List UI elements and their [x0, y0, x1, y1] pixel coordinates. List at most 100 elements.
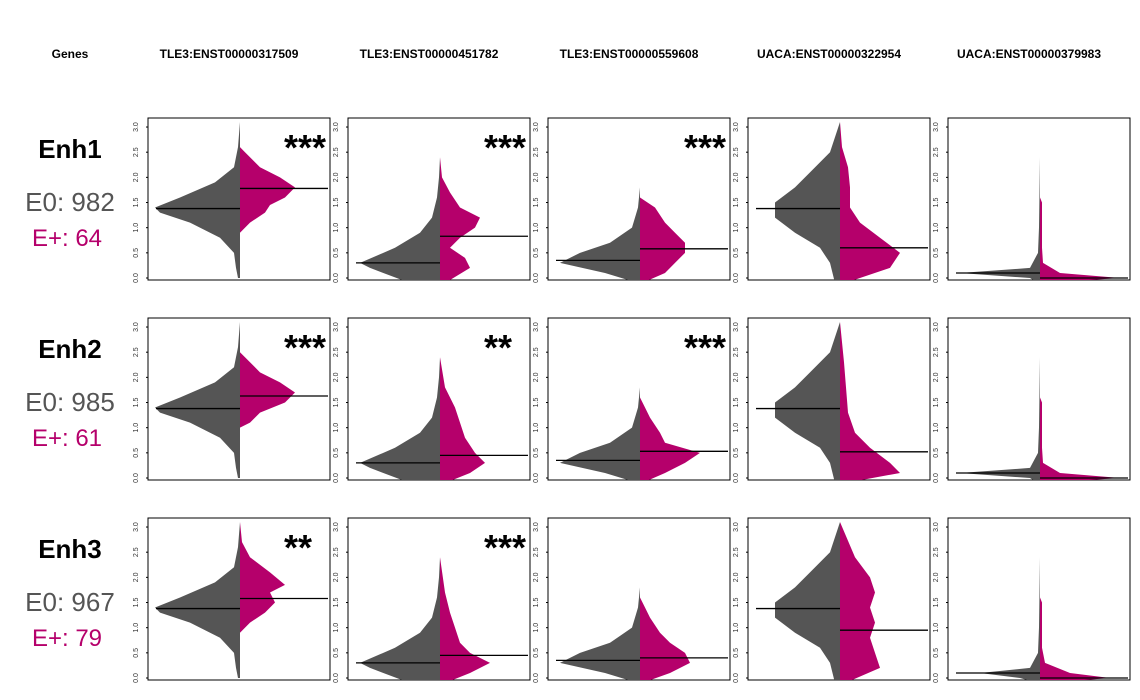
y-tick-label: 1.0: [733, 423, 740, 433]
y-tick-label: 1.0: [733, 623, 740, 633]
e0-violin-half: [775, 322, 840, 480]
y-tick-label: 1.5: [333, 598, 340, 608]
violin-panel: 0.0 0.5 1.0 1.5 2.0 2.5 3.0: [933, 517, 1131, 683]
y-tick-label: 1.5: [533, 398, 540, 408]
y-tick-label: 1.0: [933, 223, 940, 233]
e0-violin-half: [360, 157, 440, 280]
column-header: TLE3:ENST00000317509: [160, 47, 299, 61]
y-tick-label: 2.0: [133, 572, 140, 582]
y-tick-label: 2.0: [333, 172, 340, 182]
y-tick-label: 1.0: [533, 423, 540, 433]
eplus-violin-half: [240, 522, 285, 633]
eplus-violin-half: [440, 357, 485, 480]
y-tick-label: 0.5: [133, 648, 140, 658]
y-tick-label: 1.5: [333, 198, 340, 208]
y-tick-label: 2.0: [933, 572, 940, 582]
y-tick-label: 0.0: [733, 273, 740, 283]
violin-panel: 0.0 0.5 1.0 1.5 2.0 2.5 3.0 **: [333, 317, 531, 483]
row-name: Enh3: [38, 534, 102, 564]
y-tick-label: 2.0: [333, 572, 340, 582]
y-tick-label: 2.0: [733, 372, 740, 382]
e0-violin-half: [560, 387, 640, 480]
y-tick-label: 1.0: [133, 423, 140, 433]
y-tick-label: 0.5: [933, 248, 940, 258]
row-name: Enh2: [38, 334, 102, 364]
violin-panel: 0.0 0.5 1.0 1.5 2.0 2.5 3.0 ***: [333, 517, 531, 683]
y-tick-label: 2.5: [533, 547, 540, 557]
panel-frame: [147, 317, 331, 481]
y-tick-label: 0.0: [333, 473, 340, 483]
y-tick-label: 3.0: [933, 322, 940, 332]
y-tick-label: 1.5: [933, 598, 940, 608]
y-tick-label: 0.0: [333, 273, 340, 283]
e0-violin-half: [980, 557, 1040, 680]
eplus-violin-half: [840, 522, 880, 680]
e0-violin-half: [775, 122, 840, 280]
y-tick-label: 0.0: [333, 673, 340, 683]
y-tick-label: 0.0: [533, 273, 540, 283]
y-tick-label: 2.5: [933, 547, 940, 557]
y-tick-label: 2.5: [133, 547, 140, 557]
y-tick-label: 1.0: [333, 223, 340, 233]
y-tick-label: 0.5: [733, 448, 740, 458]
row-labels: Enh1 E0: 982 E+: 64 Enh2 E0: 985 E+: 61 Enh3 E0…: [25, 134, 115, 652]
panel-frame: [147, 517, 331, 681]
y-tick-label: 0.5: [733, 648, 740, 658]
eplus-violin-half: [640, 597, 690, 680]
y-tick-label: 0.0: [933, 273, 940, 283]
eplus-violin-half: [840, 322, 900, 480]
e0-violin-half: [155, 122, 240, 278]
y-tick-label: 1.0: [133, 223, 140, 233]
y-tick-label: 0.5: [133, 448, 140, 458]
y-tick-label: 1.0: [733, 223, 740, 233]
e0-violin-half: [360, 557, 440, 680]
y-tick-label: 3.0: [733, 122, 740, 132]
y-tick-label: 0.0: [133, 273, 140, 283]
y-tick-label: 2.5: [533, 347, 540, 357]
y-tick-label: 2.5: [133, 347, 140, 357]
significance-stars: ***: [484, 527, 526, 568]
eplus-violin-half: [440, 157, 480, 280]
y-tick-label: 0.5: [333, 448, 340, 458]
y-tick-label: 2.5: [733, 347, 740, 357]
y-tick-label: 1.5: [733, 198, 740, 208]
y-tick-label: 0.5: [533, 448, 540, 458]
eplus-count: E+: 61: [32, 425, 102, 452]
y-tick-label: 2.0: [933, 172, 940, 182]
y-tick-label: 0.0: [133, 673, 140, 683]
y-tick-label: 2.0: [533, 572, 540, 582]
y-tick-label: 1.0: [933, 423, 940, 433]
y-tick-label: 2.0: [933, 372, 940, 382]
y-tick-label: 1.5: [533, 198, 540, 208]
y-tick-label: 3.0: [333, 522, 340, 532]
violin-panel: 0.0 0.5 1.0 1.5 2.0 2.5 3.0 ***: [133, 317, 331, 483]
significance-stars: ***: [684, 327, 726, 368]
y-tick-label: 0.0: [933, 673, 940, 683]
eplus-violin-half: [1040, 197, 1120, 280]
y-tick-label: 2.5: [333, 547, 340, 557]
eplus-violin-half: [640, 197, 685, 280]
column-header: UACA:ENST00000379983: [957, 47, 1101, 61]
e0-violin-half: [560, 587, 640, 680]
violin-panel: 0.0 0.5 1.0 1.5 2.0 2.5 3.0: [933, 117, 1131, 283]
y-tick-label: 2.5: [333, 147, 340, 157]
y-tick-label: 1.5: [733, 398, 740, 408]
y-tick-label: 0.0: [733, 673, 740, 683]
y-tick-label: 0.5: [533, 248, 540, 258]
e0-violin-half: [775, 522, 840, 680]
y-tick-label: 3.0: [333, 122, 340, 132]
eplus-violin-half: [1040, 597, 1110, 680]
eplus-violin-half: [240, 147, 295, 233]
significance-stars: ***: [284, 127, 326, 168]
row-name: Enh1: [38, 134, 102, 164]
y-tick-label: 3.0: [133, 122, 140, 132]
y-tick-label: 2.5: [733, 147, 740, 157]
violin-panel: 0.0 0.5 1.0 1.5 2.0 2.5 3.0 ***: [533, 117, 731, 283]
y-tick-label: 0.5: [733, 248, 740, 258]
y-tick-label: 1.0: [333, 623, 340, 633]
significance-stars: **: [484, 327, 512, 368]
y-tick-label: 3.0: [533, 522, 540, 532]
eplus-violin-half: [440, 557, 490, 680]
y-tick-label: 1.5: [733, 598, 740, 608]
e0-violin-half: [560, 187, 640, 280]
